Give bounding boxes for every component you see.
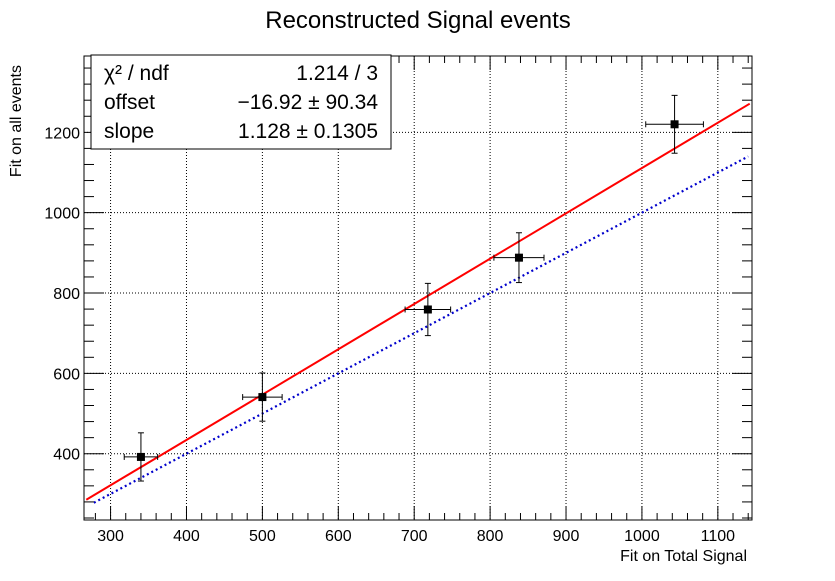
data-point	[258, 393, 267, 402]
y-tick-label: 1200	[44, 125, 80, 142]
y-tick-label: 400	[53, 447, 80, 464]
y-tick-label: 800	[53, 286, 80, 303]
fit-line	[85, 102, 751, 501]
stats-box: χ² / ndf 1.214 / 3 offset −16.92 ± 90.34…	[90, 54, 392, 150]
plot-frame	[83, 55, 753, 521]
stats-label-offset: offset	[104, 91, 155, 114]
data-point	[670, 120, 679, 129]
x-tick-label: 900	[553, 528, 580, 545]
x-tick-label: 800	[477, 528, 504, 545]
axis-ticks: 300 400 500 600 700 800 900 1000 1100 400 600 800 10…	[44, 56, 752, 545]
stats-label-slope: slope	[104, 120, 154, 143]
data-point	[514, 253, 523, 262]
x-axis-label: Fit on Total Signal	[620, 548, 747, 565]
y-axis-label: Fit on all events	[8, 65, 25, 177]
data-point	[136, 452, 145, 461]
stats-value-slope: 1.128 ± 0.1305	[238, 120, 378, 143]
chart-title: Reconstructed Signal events	[265, 7, 571, 34]
lines	[85, 102, 751, 504]
points	[123, 94, 704, 482]
reference-line	[93, 155, 749, 504]
x-tick-label: 1000	[624, 528, 660, 545]
stats-label-chi2: χ² / ndf	[104, 62, 169, 85]
x-tick-label: 1100	[701, 528, 736, 545]
stats-value-chi2: 1.214 / 3	[296, 62, 378, 85]
x-tick-label: 600	[325, 528, 352, 545]
y-tick-label: 1000	[44, 206, 80, 223]
y-tick-label: 600	[53, 366, 80, 383]
x-tick-label: 700	[401, 528, 428, 545]
x-tick-label: 500	[249, 528, 276, 545]
data-point	[423, 305, 432, 314]
stats-value-offset: −16.92 ± 90.34	[237, 91, 378, 114]
grid	[84, 56, 752, 520]
stats-box-border	[90, 54, 392, 150]
x-tick-label: 400	[173, 528, 200, 545]
x-tick-label: 300	[97, 528, 124, 545]
